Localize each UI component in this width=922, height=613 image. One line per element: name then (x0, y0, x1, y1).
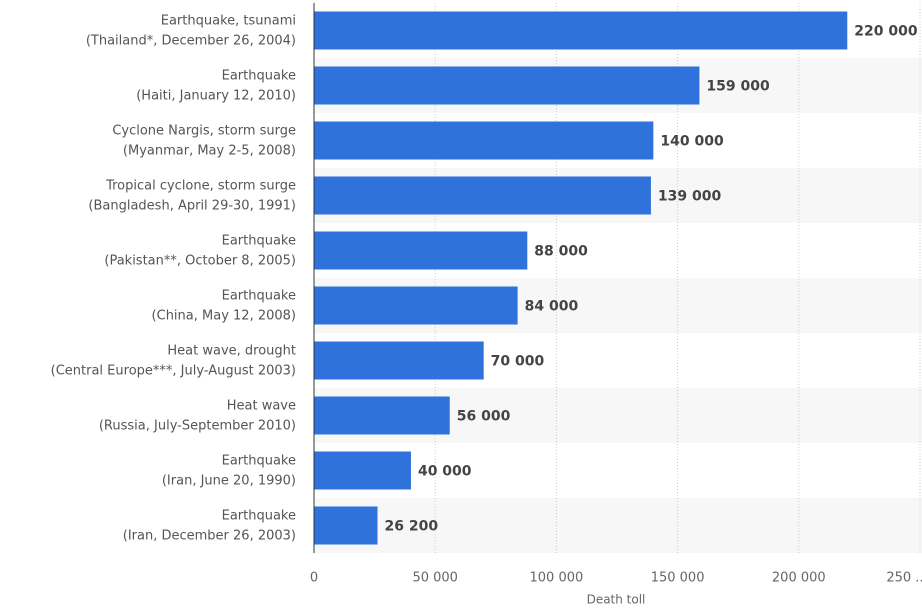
category-label-line: (Myanmar, May 2-5, 2008) (123, 143, 296, 158)
category-label-line: Heat wave, drought (167, 343, 296, 358)
value-label: 140 000 (660, 134, 724, 150)
category-label: Earthquake (Haiti, January 12, 2010) (136, 68, 296, 103)
x-axis-title: Death toll (587, 593, 646, 607)
category-label: Earthquake (Iran, December 26, 2003) (123, 508, 296, 543)
bar (314, 66, 700, 105)
category-label: Heat wave, drought (Central Europe***, Ju… (51, 343, 296, 378)
category-label-line: (Iran, June 20, 1990) (162, 473, 296, 488)
category-label: Cyclone Nargis, storm surge (Myanmar, May… (112, 123, 296, 158)
bar (314, 121, 654, 160)
category-label: Earthquake (Pakistan**, October 8, 2005) (104, 233, 296, 268)
bar (314, 506, 378, 545)
x-tick-label: 150 000 (651, 571, 705, 586)
x-tick-label: 250 ... (886, 571, 922, 586)
category-label-line: Tropical cyclone, storm surge (105, 178, 296, 193)
category-label-line: Earthquake (222, 68, 296, 83)
category-label-line: Earthquake (222, 508, 296, 523)
x-tick-label: 200 000 (772, 571, 826, 586)
category-label-line: (Pakistan**, October 8, 2005) (104, 253, 296, 268)
value-label: 159 000 (706, 79, 770, 95)
bar (314, 451, 411, 490)
category-label-line: (Iran, December 26, 2003) (123, 528, 296, 543)
value-label: 88 000 (534, 244, 588, 260)
bar (314, 286, 518, 325)
category-label: Heat wave (Russia, July-September 2010) (99, 398, 296, 433)
bar (314, 11, 848, 50)
category-label-line: Earthquake (222, 453, 296, 468)
value-label: 70 000 (491, 354, 545, 370)
value-label: 40 000 (418, 464, 472, 480)
category-label: Tropical cyclone, storm surge (Bangladesh… (88, 178, 296, 213)
bar (314, 231, 528, 270)
row-band (314, 498, 922, 553)
category-label: Earthquake (China, May 12, 2008) (152, 288, 296, 323)
value-label: 56 000 (457, 409, 511, 425)
x-tick-label: 50 000 (412, 571, 458, 586)
bar (314, 341, 484, 380)
category-label-line: (Thailand*, December 26, 2004) (86, 33, 296, 48)
category-label-line: Cyclone Nargis, storm surge (112, 123, 296, 138)
value-label: 26 200 (385, 519, 439, 535)
value-label: 139 000 (658, 189, 722, 205)
category-label: Earthquake, tsunami (Thailand*, December … (86, 13, 296, 48)
x-tick-label: 100 000 (530, 571, 584, 586)
category-label-line: Earthquake (222, 233, 296, 248)
bar (314, 396, 450, 435)
category-label-line: (Central Europe***, July-August 2003) (51, 363, 296, 378)
category-label: Earthquake (Iran, June 20, 1990) (162, 453, 296, 488)
category-label-line: Heat wave (227, 398, 296, 413)
category-label-line: (China, May 12, 2008) (152, 308, 296, 323)
bar (314, 176, 651, 215)
category-label-line: (Bangladesh, April 29-30, 1991) (88, 198, 296, 213)
category-label-line: Earthquake (222, 288, 296, 303)
value-label: 84 000 (525, 299, 579, 315)
category-label-line: (Haiti, January 12, 2010) (136, 88, 296, 103)
category-label-line: Earthquake, tsunami (161, 13, 296, 28)
category-label-line: (Russia, July-September 2010) (99, 418, 296, 433)
x-tick-label: 0 (310, 571, 318, 586)
value-label: 220 000 (854, 24, 918, 40)
